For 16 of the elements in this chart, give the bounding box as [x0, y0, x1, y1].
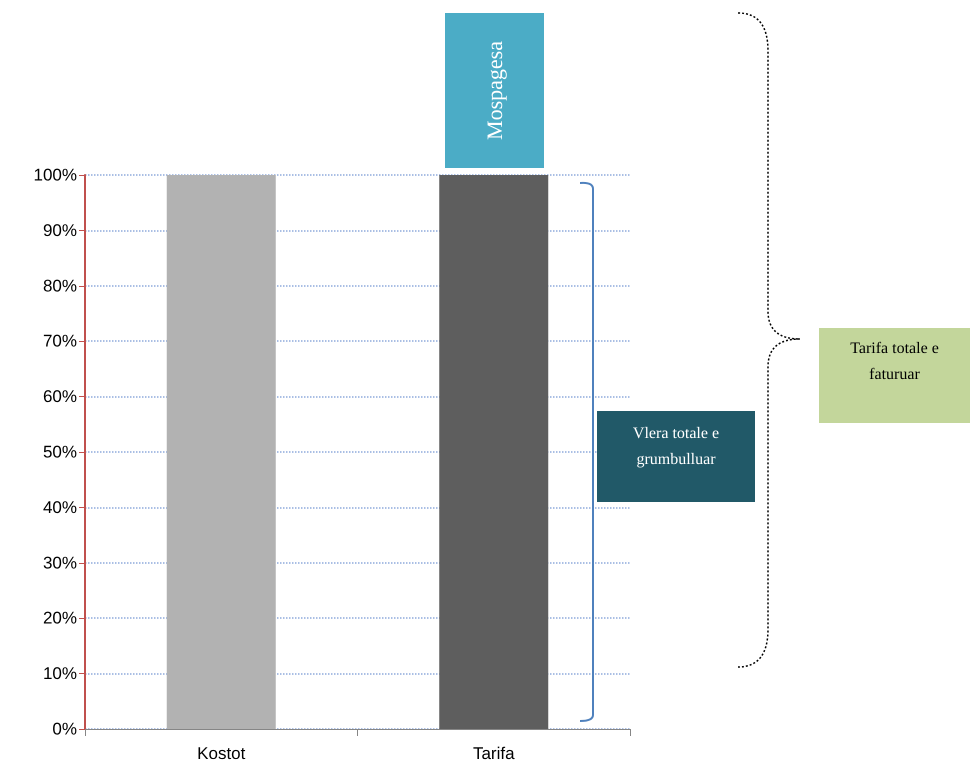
label-box: Tarifa totale e faturuar — [819, 328, 970, 423]
y-tick-label: 20% — [42, 608, 77, 628]
y-tick-label: 60% — [42, 387, 77, 406]
y-tick-label: 70% — [42, 332, 77, 351]
y-tick-label: 90% — [42, 220, 77, 240]
y-tick-label: 80% — [42, 276, 77, 296]
y-tick-label: 10% — [42, 664, 77, 684]
label-box: Vlera totale e grumbulluar — [597, 411, 755, 502]
x-tick-label: Kostot — [197, 744, 246, 763]
y-tick-label: 30% — [42, 553, 77, 572]
y-tick-label: 0% — [52, 720, 77, 738]
y-tick-label: 50% — [42, 442, 77, 462]
y-tick-label: 100% — [34, 166, 77, 184]
x-tick-label: Tarifa — [472, 744, 516, 763]
label-box: Mospagesa — [445, 13, 544, 168]
y-tick-label: 40% — [42, 498, 77, 517]
